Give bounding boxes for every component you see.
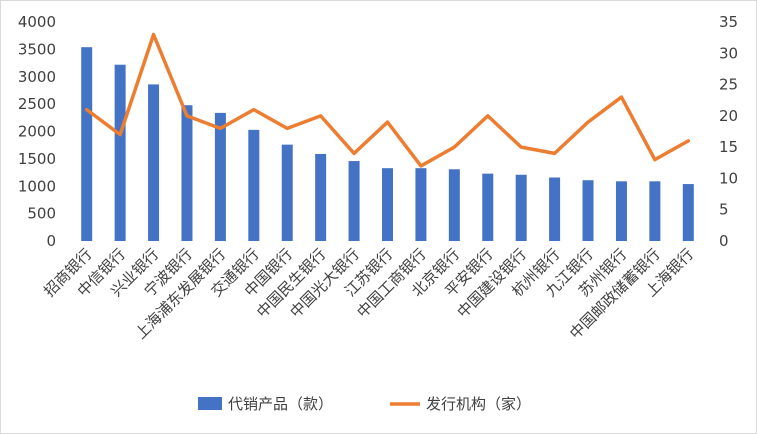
line-path xyxy=(84,32,691,168)
left-tick-label: 1000 xyxy=(18,177,56,195)
bar xyxy=(382,168,393,241)
right-tick-label: 30 xyxy=(719,44,738,62)
right-tick-label: 10 xyxy=(719,169,738,187)
bar xyxy=(448,169,460,241)
bar xyxy=(181,105,193,241)
bar xyxy=(148,84,160,241)
line-series xyxy=(84,32,691,168)
bar xyxy=(649,181,661,241)
right-tick-label: 15 xyxy=(719,138,738,156)
right-tick-label: 20 xyxy=(719,107,738,125)
bar xyxy=(615,181,627,241)
legend-line-label: 发行机构（家） xyxy=(426,395,531,413)
right-tick-label: 0 xyxy=(719,232,729,250)
left-axis: 0 500 1000 1500 2000 2500 3000 3500 4000 xyxy=(18,13,56,250)
bar xyxy=(81,47,93,242)
bar xyxy=(549,177,561,241)
bar xyxy=(415,168,427,241)
legend-bar-label: 代销产品（款） xyxy=(228,395,333,413)
left-tick-label: 2000 xyxy=(18,123,56,141)
bar xyxy=(348,161,360,241)
right-tick-label: 35 xyxy=(719,13,738,31)
right-axis: 0 5 10 15 20 25 30 35 xyxy=(719,13,738,250)
right-tick-label: 5 xyxy=(719,201,729,219)
bar xyxy=(248,129,260,241)
bar-series xyxy=(81,47,694,242)
left-tick-label: 500 xyxy=(27,205,56,223)
bar xyxy=(214,112,226,241)
left-tick-label: 3500 xyxy=(18,40,56,58)
left-tick-label: 4000 xyxy=(18,13,56,31)
bar xyxy=(281,144,293,241)
bar xyxy=(315,153,327,241)
left-tick-label: 0 xyxy=(46,232,56,250)
left-tick-label: 3000 xyxy=(18,68,56,86)
left-tick-label: 1500 xyxy=(18,150,56,168)
legend: 代销产品（款） 发行机构（家） xyxy=(198,395,531,413)
category-axis: 招商银行中信银行兴业银行宁波银行上海浦东发展银行交通银行中国银行中国民生银行中国… xyxy=(40,245,697,343)
left-tick-label: 2500 xyxy=(18,95,56,113)
bar xyxy=(482,173,494,241)
bar xyxy=(515,174,527,241)
bar xyxy=(682,184,694,241)
right-tick-label: 25 xyxy=(719,76,738,94)
bar xyxy=(582,180,594,241)
bar xyxy=(114,64,126,241)
legend-bar-swatch xyxy=(198,397,222,410)
